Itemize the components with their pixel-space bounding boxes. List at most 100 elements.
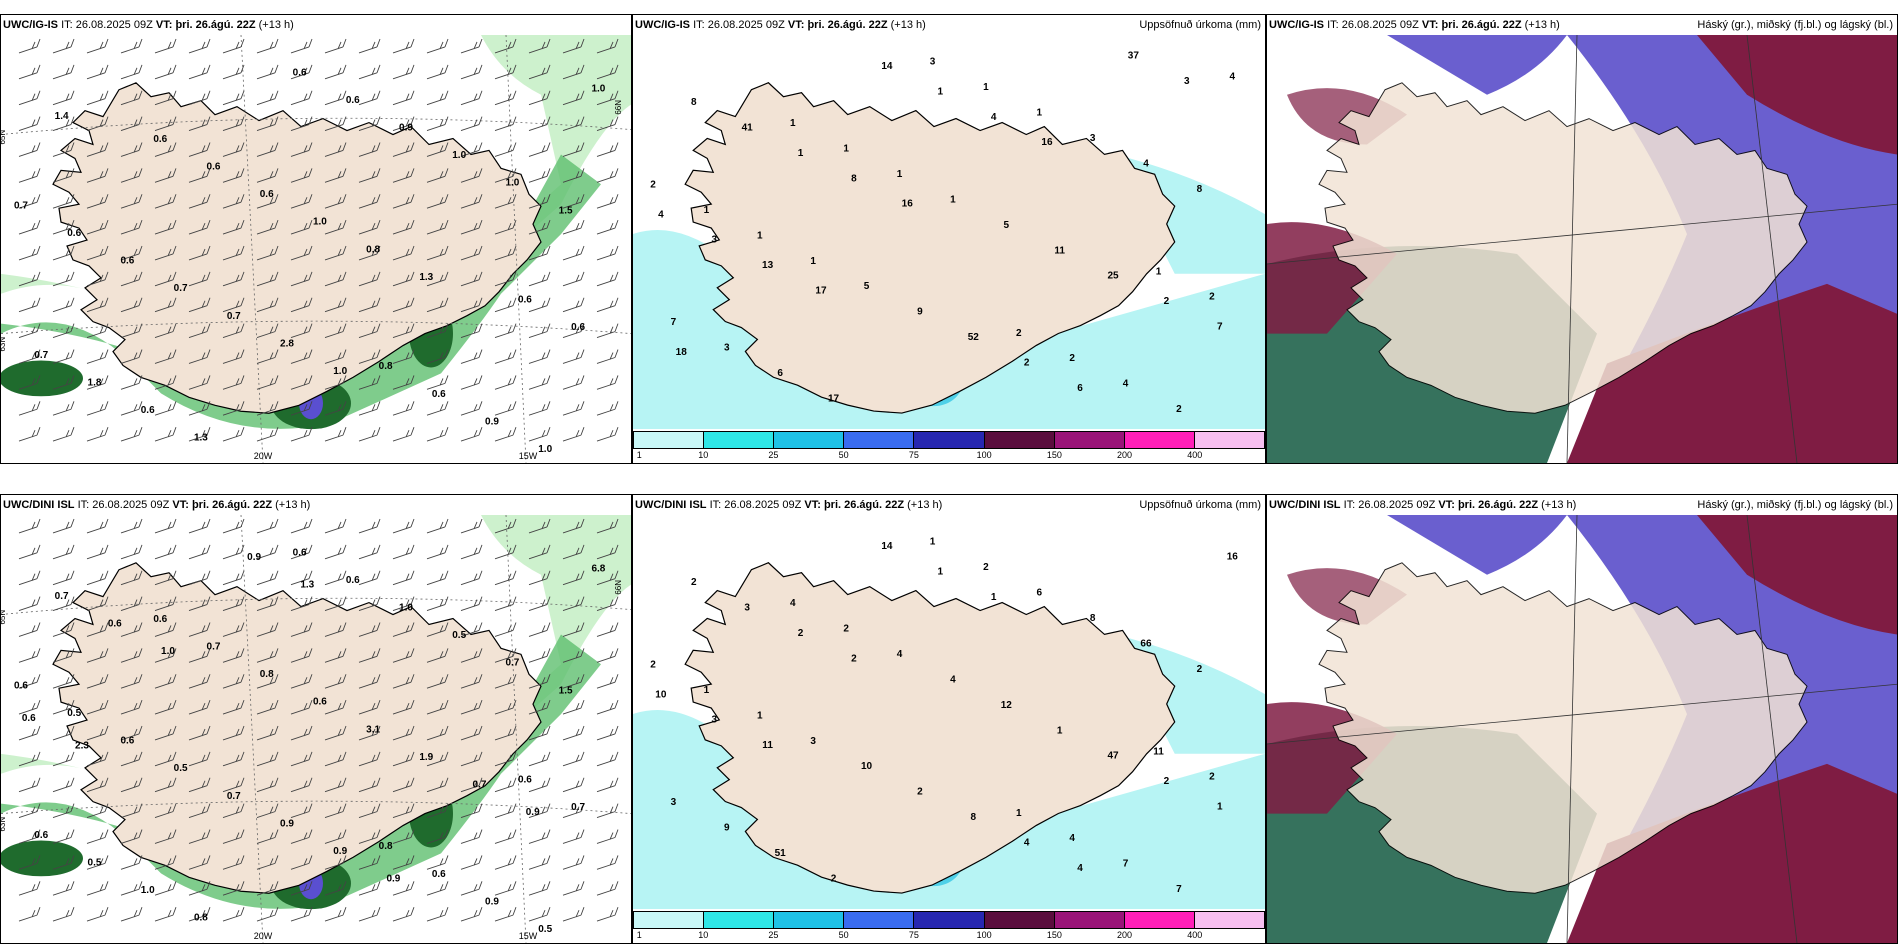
valid-time: þri. 26.ágú. 22Z: [1457, 499, 1539, 511]
value-label: 1.3: [419, 272, 433, 283]
map-area: 0.6 0.8 0.6 0.6 0.6 0.5 0.6 0.7 0.7 0.6 0.6 0.9 0.8 0…: [1, 515, 631, 943]
iceland-coastline: [1318, 82, 1808, 414]
value-label: 2.3: [75, 740, 89, 751]
lead-time: (+13 h): [1541, 499, 1577, 511]
value-label: 0.6: [518, 775, 532, 786]
value-label: 0.6: [108, 619, 122, 630]
value-label: 1: [1217, 802, 1223, 813]
colorbar-swatch: [844, 432, 915, 448]
value-label: 0.6: [153, 614, 167, 625]
value-label: 4: [658, 209, 664, 220]
value-label: 4: [1143, 158, 1149, 169]
value-label: 0.6: [14, 681, 28, 692]
value-label: 4: [1069, 833, 1075, 844]
value-label: 0.5: [538, 924, 552, 935]
value-label: 0.6: [346, 575, 360, 586]
value-label: 3: [671, 797, 677, 808]
value-label: 0.9: [247, 552, 261, 563]
lead-time: (+13 h): [890, 19, 926, 31]
value-label: 2: [1164, 776, 1170, 787]
value-label: 1: [930, 537, 936, 548]
colorbar-tick: 10: [698, 450, 709, 460]
panel-header: UWC/DINI ISL IT: 26.08.2025 09Z VT: þri.…: [633, 495, 1265, 515]
colorbar-ticks: 1 10 25 50 75 100 150 200 400: [633, 930, 1265, 941]
model-name: UWC/IG-IS: [3, 19, 58, 31]
init-time: 26.08.2025 09Z: [1358, 499, 1436, 511]
value-label: 4: [897, 649, 903, 660]
colorbar-swatch: [914, 432, 985, 448]
value-label: 1.0: [452, 150, 466, 161]
value-label: 0.6: [67, 228, 81, 239]
colorbar-swatch: [1124, 432, 1195, 448]
init-time-label: IT:: [77, 499, 90, 511]
value-label: 2: [851, 653, 857, 664]
latitude-label: 63N: [1, 337, 7, 352]
colorbar-swatch: [1124, 912, 1195, 928]
colorbar-swatch: [1054, 432, 1125, 448]
colorbar-swatch: [984, 432, 1055, 448]
value-label: 1: [757, 230, 763, 241]
value-label: 0.8: [366, 244, 380, 255]
colorbar-swatch: [774, 912, 845, 928]
panel-dini-wind-precip: UWC/DINI ISL IT: 26.08.2025 09Z VT: þri.…: [0, 494, 632, 944]
value-label: 8: [1090, 613, 1096, 624]
value-label: 0.9: [485, 416, 499, 427]
longitude-label: 20W: [254, 451, 273, 461]
valid-time-label: VT:: [1421, 19, 1439, 31]
value-label: 1.3: [300, 580, 314, 591]
value-label: 1: [1016, 808, 1022, 819]
valid-time-label: VT:: [155, 19, 173, 31]
init-time-label: IT:: [709, 499, 722, 511]
value-label: 16: [1227, 552, 1239, 563]
value-label: 52: [968, 332, 980, 343]
value-label: 0.6: [571, 322, 585, 333]
value-label: 2: [650, 179, 656, 190]
value-label: 4: [1230, 72, 1236, 83]
panel-igis-cloud-cover: UWC/IG-IS IT: 26.08.2025 09Z VT: þri. 26…: [1266, 14, 1898, 464]
value-label: 1.5: [559, 685, 573, 696]
value-label: 5: [864, 281, 870, 292]
panel-title: Uppsöfnuð úrkoma (mm): [1139, 499, 1261, 511]
init-time-label: IT:: [693, 19, 705, 31]
cloud-cover-map: [1267, 35, 1897, 463]
lead-time: (+13 h): [275, 499, 311, 511]
value-label: 1: [810, 256, 816, 267]
panel-dini-cloud-cover: UWC/DINI ISL IT: 26.08.2025 09Z VT: þri.…: [1266, 494, 1898, 944]
value-label: 7: [1176, 884, 1182, 895]
value-label: 16: [1041, 137, 1053, 148]
value-label: 1: [843, 143, 849, 154]
value-label: 0.7: [34, 350, 48, 361]
colorbar-boxes: [633, 431, 1265, 449]
value-label: 0.7: [207, 641, 221, 652]
value-label: 10: [655, 689, 667, 700]
colorbar-swatch: [1194, 912, 1264, 928]
panel-igis-wind-precip: UWC/IG-IS IT: 26.08.2025 09Z VT: þri. 26…: [0, 14, 632, 464]
valid-time: þri. 26.ágú. 22Z: [823, 499, 905, 511]
value-label: 1: [950, 194, 956, 205]
value-label: 0.7: [55, 591, 69, 602]
init-time: 26.08.2025 09Z: [707, 19, 785, 31]
value-label: 1.0: [161, 646, 175, 657]
colorbar-tick: 400: [1187, 450, 1203, 460]
value-label: 0.7: [14, 201, 28, 212]
value-label: 1.0: [538, 444, 552, 455]
colorbar-swatch: [1054, 912, 1125, 928]
value-label: 1.8: [88, 377, 102, 388]
value-label: 1: [991, 592, 997, 603]
value-label: 1.0: [333, 366, 347, 377]
value-label: 1.5: [559, 205, 573, 216]
value-label: 47: [1107, 751, 1119, 762]
value-label: 1.4: [55, 111, 69, 122]
panel-title: Háský (gr.), miðský (fj.bl.) og lágský (…: [1697, 19, 1893, 31]
panel-title: Uppsöfnuð úrkoma (mm): [1139, 19, 1261, 31]
value-label: 2: [1209, 292, 1215, 303]
value-label: 3.1: [366, 724, 380, 735]
value-label: 1: [757, 710, 763, 721]
model-name: UWC/DINI ISL: [1269, 499, 1341, 511]
value-label: 1: [983, 82, 989, 93]
value-label: 41: [742, 122, 754, 133]
accumulated-precip-map: 2141111422217436374981016125166221228347…: [633, 537, 1265, 909]
value-label: 0.5: [88, 857, 102, 868]
value-label: 11: [1153, 746, 1164, 757]
panel-header: UWC/DINI ISL IT: 26.08.2025 09Z VT: þri.…: [1, 495, 631, 515]
